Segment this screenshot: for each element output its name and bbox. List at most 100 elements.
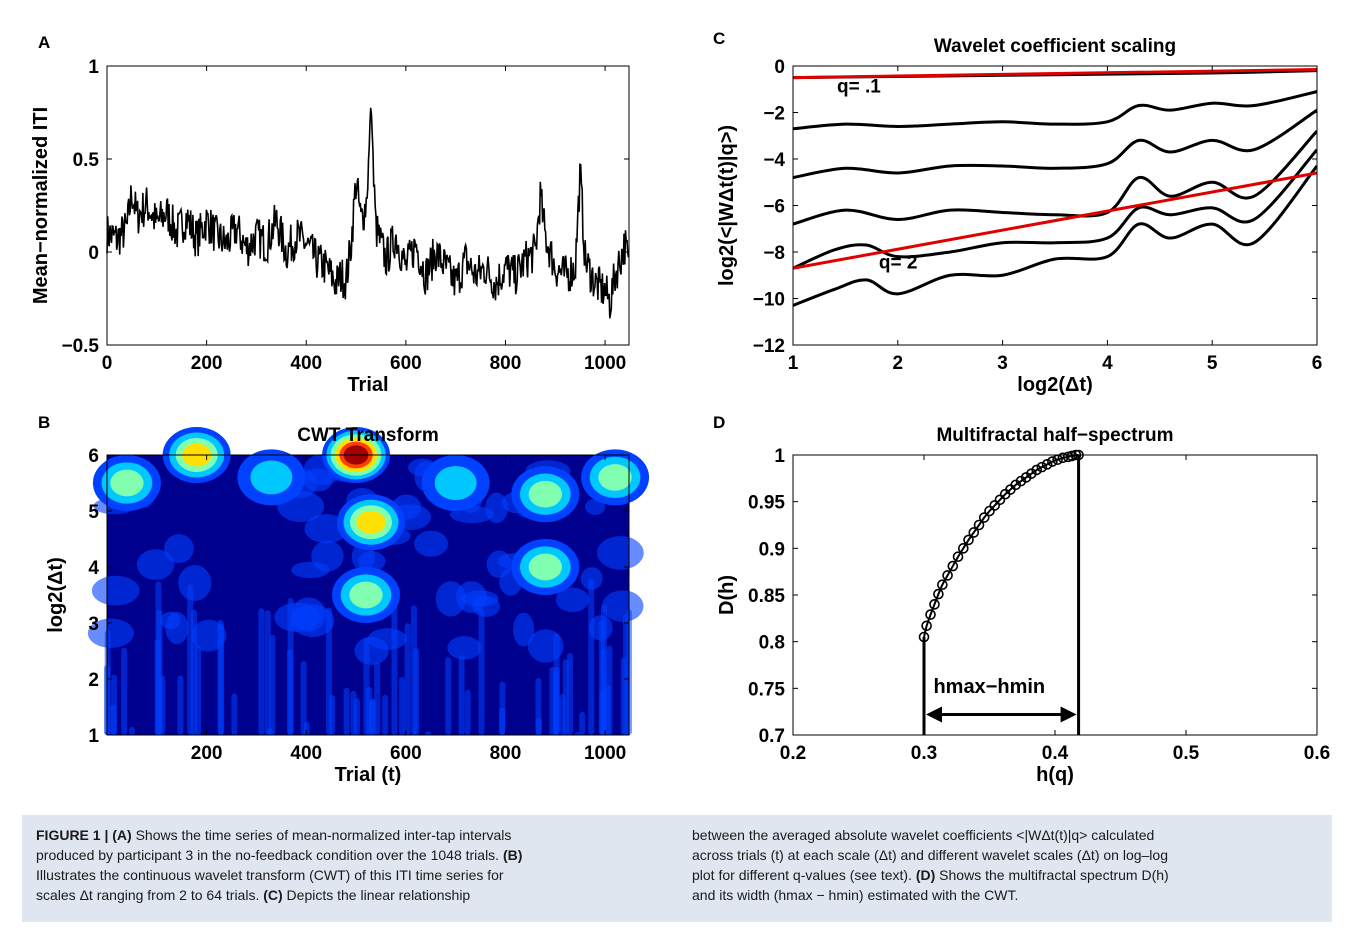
x-tick-label: 1000 bbox=[584, 353, 626, 374]
cwt-streak bbox=[156, 609, 163, 735]
arrowhead-right bbox=[1060, 706, 1077, 723]
panel-d-title: Multifractal half−spectrum bbox=[936, 425, 1173, 446]
caption-line: and its width (hmax − hmin) estimated wi… bbox=[692, 885, 1320, 905]
regression-line bbox=[793, 67, 1317, 80]
cwt-blob bbox=[580, 567, 603, 590]
cwt-streak bbox=[129, 726, 136, 735]
y-tick-label: 1 bbox=[88, 726, 99, 747]
panel-d-xlabel: h(q) bbox=[1036, 764, 1074, 786]
cwt-streak bbox=[231, 693, 238, 735]
caption-bold-run: FIGURE 1 | bbox=[36, 827, 113, 843]
caption-line: produced by participant 3 in the no-feed… bbox=[36, 845, 676, 865]
width-annotation: hmax−hmin bbox=[933, 676, 1045, 698]
cwt-blob bbox=[460, 590, 499, 607]
cwt-streak bbox=[553, 666, 560, 735]
cwt-streak bbox=[187, 584, 194, 735]
caption-run: Shows the time series of mean-normalized… bbox=[131, 827, 512, 843]
cwt-streak bbox=[217, 619, 224, 735]
y-tick-label: 0.5 bbox=[73, 150, 100, 171]
spectrum-point bbox=[994, 494, 1006, 506]
y-tick-label: 6 bbox=[88, 446, 99, 467]
cwt-blob bbox=[447, 636, 482, 660]
spectrum-point bbox=[989, 500, 1001, 511]
spectrum-point bbox=[937, 579, 948, 591]
panel-letter-d: D bbox=[713, 413, 725, 432]
y-tick-label: 0.9 bbox=[759, 539, 785, 560]
x-tick-label: 0.5 bbox=[1173, 743, 1200, 764]
cwt-streak bbox=[177, 675, 184, 735]
cwt-blob bbox=[178, 565, 212, 602]
y-tick-label: 4 bbox=[88, 558, 99, 579]
figure-caption: FIGURE 1 | (A) Shows the time series of … bbox=[22, 815, 1332, 922]
y-tick-label: 0.8 bbox=[759, 633, 785, 654]
x-tick-label: 3 bbox=[997, 353, 1008, 374]
cwt-blob bbox=[527, 629, 564, 663]
cwt-hotspot bbox=[598, 464, 632, 491]
x-tick-label: 600 bbox=[390, 353, 422, 374]
cwt-hotspot bbox=[250, 460, 293, 495]
cwt-streak bbox=[606, 645, 613, 735]
caption-run: across trials (t) at each scale (Δt) and… bbox=[692, 847, 1168, 863]
cwt-streak bbox=[382, 694, 389, 735]
x-tick-label: 0.2 bbox=[780, 743, 806, 764]
cwt-blob bbox=[136, 549, 175, 580]
cwt-blob bbox=[414, 530, 449, 557]
y-tick-label: −10 bbox=[753, 290, 785, 311]
cwt-streak bbox=[104, 630, 111, 735]
caption-line: across trials (t) at each scale (Δt) and… bbox=[692, 845, 1320, 865]
x-tick-label: 5 bbox=[1207, 353, 1218, 374]
panel-b-title: CWT Transform bbox=[297, 425, 438, 446]
spectrum-point bbox=[929, 599, 940, 610]
panel-letter-b: B bbox=[38, 413, 50, 432]
caption-run: and its width (hmax − hmin) estimated wi… bbox=[692, 887, 1019, 903]
x-tick-label: 2 bbox=[893, 353, 904, 374]
cwt-streak bbox=[264, 610, 271, 735]
cwt-blob bbox=[596, 536, 644, 570]
panel-c-title: Wavelet coefficient scaling bbox=[934, 36, 1176, 57]
y-tick-label: 1 bbox=[774, 446, 785, 467]
cwt-blob bbox=[555, 587, 590, 613]
cwt-hotspot bbox=[528, 480, 562, 508]
panel-a-axes bbox=[106, 65, 630, 346]
cwt-streak bbox=[258, 608, 265, 735]
cwt-streak bbox=[499, 707, 506, 735]
cwt-blob bbox=[367, 628, 408, 650]
cwt-blob bbox=[486, 550, 512, 578]
cwt-blob bbox=[588, 615, 613, 641]
caption-run: Depicts the linear relationship bbox=[282, 887, 471, 903]
scaling-curve bbox=[793, 148, 1317, 270]
panel-b-ylabel: log2(Δt) bbox=[45, 557, 67, 632]
y-tick-label: 0 bbox=[88, 243, 99, 264]
cwt-streak bbox=[535, 677, 542, 735]
x-tick-label: 1 bbox=[788, 353, 799, 374]
q-annotation-high: q= 2 bbox=[879, 252, 918, 273]
caption-bold-run: (C) bbox=[263, 887, 283, 903]
panel-c-ylabel: log2(<|WΔt(t)|q>) bbox=[716, 125, 738, 286]
cwt-streak bbox=[326, 607, 333, 735]
cwt-streak bbox=[369, 698, 376, 735]
x-tick-label: 4 bbox=[1102, 353, 1113, 374]
spectrum-point bbox=[942, 570, 953, 581]
y-tick-label: −2 bbox=[763, 104, 785, 125]
y-tick-label: 2 bbox=[88, 670, 99, 691]
cwt-hotspot bbox=[349, 581, 383, 609]
scaling-curve bbox=[793, 165, 1317, 307]
y-tick-label: 0.95 bbox=[748, 493, 785, 514]
cwt-streak bbox=[343, 687, 350, 735]
scaling-curve bbox=[793, 108, 1317, 180]
spectrum-point bbox=[1041, 459, 1053, 470]
cwt-streak bbox=[478, 608, 485, 735]
caption-run: Shows the multifractal spectrum D(h) bbox=[935, 867, 1169, 883]
spectrum-point bbox=[973, 519, 985, 531]
cwt-streak bbox=[425, 731, 432, 735]
caption-run: scales Δt ranging from 2 to 64 trials. bbox=[36, 887, 264, 903]
x-tick-label: 0.4 bbox=[1042, 743, 1069, 764]
cwt-streak bbox=[458, 655, 465, 735]
caption-line: FIGURE 1 | (A) Shows the time series of … bbox=[36, 825, 676, 845]
y-tick-label: −4 bbox=[763, 150, 785, 171]
x-tick-label: 0.6 bbox=[1304, 743, 1330, 764]
cwt-hotspot bbox=[434, 466, 477, 500]
spectrum-point bbox=[952, 551, 964, 563]
cwt-streak bbox=[559, 693, 566, 735]
